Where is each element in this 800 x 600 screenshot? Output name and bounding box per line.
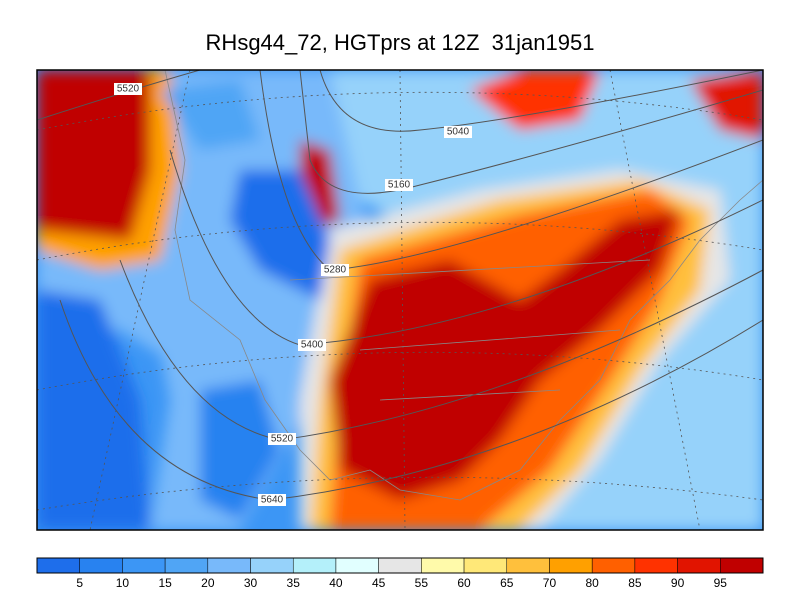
contour-label: 5520	[117, 84, 140, 95]
contour-label-bg	[298, 339, 326, 351]
colorbar-label: 90	[671, 576, 685, 590]
colorbar-box	[634, 557, 678, 574]
colorbar-label: 80	[585, 576, 599, 590]
colorbar-box	[720, 557, 764, 574]
colorbar-label: 65	[500, 576, 514, 590]
colorbar-label: 40	[329, 576, 343, 590]
colorbar-box	[421, 557, 465, 574]
colorbar-box	[335, 557, 379, 574]
colorbar-label: 85	[628, 576, 642, 590]
colorbar-label: 10	[116, 576, 130, 590]
contour-label: 5040	[447, 127, 470, 138]
colorbar-label: 35	[287, 576, 301, 590]
colorbar-box	[677, 557, 721, 574]
contour-label-bg	[268, 433, 296, 445]
colorbar-box	[591, 557, 636, 574]
colorbar-box	[292, 557, 337, 574]
colorbar-frame	[36, 557, 764, 574]
map-field	[37, 70, 763, 530]
colorbar-label: 55	[415, 576, 429, 590]
colorbar-box	[549, 557, 593, 574]
colorbar-label: 30	[244, 576, 258, 590]
colorbar-label: 15	[158, 576, 172, 590]
colorbar-box	[378, 557, 422, 574]
colorbar-label: 95	[714, 576, 728, 590]
contour-label: 5160	[388, 180, 411, 191]
colorbar-box	[207, 557, 251, 574]
colorbar-box	[250, 557, 294, 574]
contour-label-bg	[385, 179, 413, 191]
contour-label-bg	[444, 126, 472, 138]
map-frame	[36, 69, 764, 531]
colorbar-box	[463, 557, 508, 574]
colorbar-label: 20	[201, 576, 215, 590]
contour-label-bg	[321, 264, 349, 276]
contour-label: 5400	[301, 340, 324, 351]
colorbar-box	[164, 557, 209, 574]
colorbar-box	[79, 557, 123, 574]
colorbar-label: 60	[457, 576, 471, 590]
colorbar-label: 5	[76, 576, 83, 590]
contour-label: 5640	[261, 495, 284, 506]
contour-label-bg	[114, 83, 142, 95]
contour-label-bg	[258, 494, 286, 506]
map-title: RHsg44_72, HGTprs at 12Z 31jan1951	[206, 30, 595, 55]
colorbar-label: 70	[543, 576, 557, 590]
colorbar-box	[122, 557, 166, 574]
contour-label: 5280	[324, 265, 347, 276]
colorbar-label: 45	[372, 576, 386, 590]
contour-label: 5520	[271, 434, 294, 445]
colorbar-box	[506, 557, 550, 574]
colorbar-box	[36, 557, 80, 574]
